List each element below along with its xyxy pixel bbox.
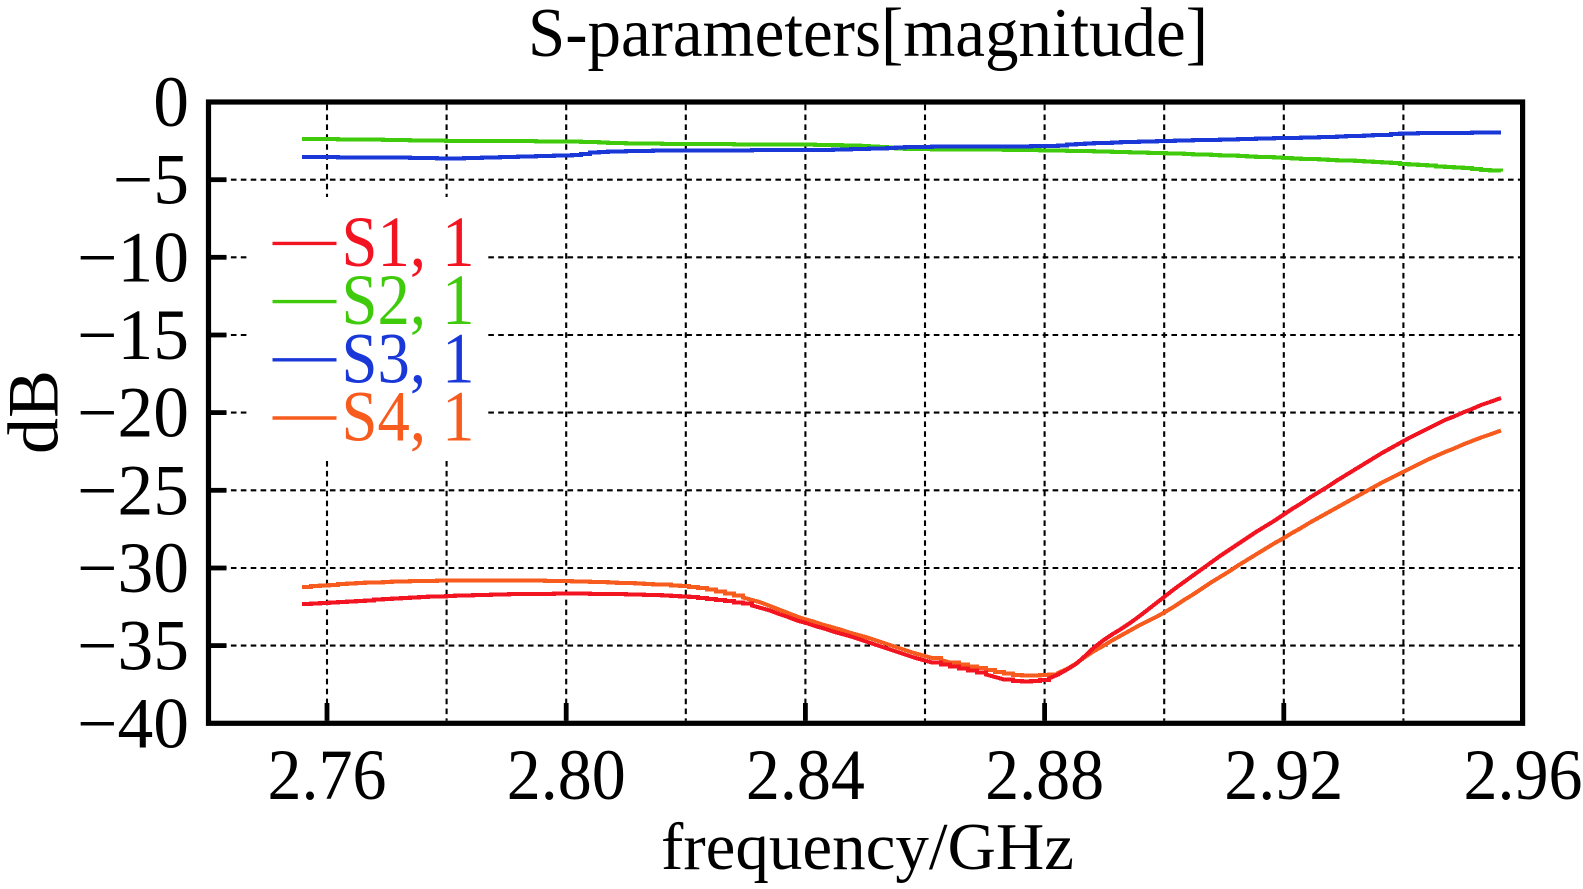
svg-text:2.80: 2.80 [507, 736, 626, 815]
svg-text:S1, 1: S1, 1 [342, 203, 475, 282]
svg-text:2.76: 2.76 [268, 736, 387, 815]
svg-text:2.92: 2.92 [1224, 736, 1343, 815]
svg-text:−15: −15 [77, 296, 189, 375]
svg-text:S3, 1: S3, 1 [342, 319, 475, 398]
svg-text:−35: −35 [77, 607, 189, 686]
svg-text:−30: −30 [77, 529, 189, 608]
svg-text:2.96: 2.96 [1464, 736, 1583, 815]
svg-text:S2, 1: S2, 1 [342, 261, 475, 340]
svg-text:0: 0 [153, 63, 189, 142]
svg-text:−5: −5 [113, 141, 189, 220]
svg-text:−20: −20 [77, 374, 189, 453]
svg-text:−40: −40 [77, 684, 189, 763]
svg-text:frequency/GHz: frequency/GHz [661, 810, 1074, 884]
svg-text:2.88: 2.88 [985, 736, 1104, 815]
svg-text:S4, 1: S4, 1 [342, 378, 475, 457]
svg-text:−25: −25 [77, 451, 189, 530]
svg-text:S-parameters[magnitude]: S-parameters[magnitude] [528, 0, 1208, 72]
svg-text:2.84: 2.84 [746, 736, 865, 815]
svg-text:−10: −10 [77, 218, 189, 297]
svg-text:dB: dB [0, 370, 74, 454]
